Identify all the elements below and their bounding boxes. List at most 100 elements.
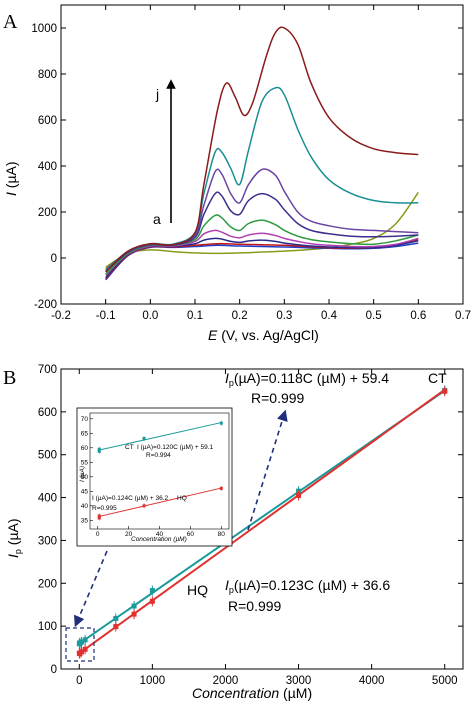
inset-x-tick-label: 0: [96, 531, 100, 538]
data-point-hq: [296, 492, 302, 498]
inset-data-point-hq: [97, 516, 101, 520]
panel-b-y-tick-label: 0: [51, 664, 57, 676]
inset-x-tick-label: 60: [187, 531, 195, 538]
data-point-ct: [131, 603, 137, 609]
cv-curve: [105, 242, 419, 281]
inset-x-axis-label: Concentration (µM): [131, 536, 187, 543]
inset-background: [76, 407, 233, 547]
inset-ct-equation: I (µA)=0.120C (µM) + 59.1: [137, 444, 214, 451]
inset-y-ticks: 35 40 45 50 55 60 65 70: [81, 416, 93, 524]
panel-b-y-tick-label: 300: [38, 535, 57, 547]
inset-ct-r: R=0.994: [146, 452, 171, 459]
panel-a-x-tick-label: 0.3: [276, 310, 292, 322]
panel-a-x-tick-label: 0.4: [321, 310, 338, 322]
panel-b-x-tick-label: 5000: [432, 675, 458, 687]
panel-a-x-tick-label: -0.2: [51, 310, 71, 322]
inset-y-tick-label: 65: [81, 430, 89, 437]
panel-a-frame: [60, 4, 464, 305]
inset-y-tick-label: 60: [81, 445, 89, 452]
inset-x-tick-label: 40: [156, 531, 164, 538]
panel-b-x-tick-label: 0: [76, 675, 82, 687]
ct-series-name: CT: [428, 370, 447, 386]
panel-b-x-tick-label: 1000: [140, 675, 166, 687]
panel-a-y-tick-label: 800: [38, 69, 57, 81]
cv-curve: [105, 191, 419, 273]
hq-series-name: HQ: [187, 582, 208, 598]
panel-a-x-tick-label: -0.1: [96, 310, 116, 322]
panel-a-x-tick-label: 0.6: [410, 310, 426, 322]
inset-y-tick-label: 40: [81, 503, 89, 510]
data-point-ct: [78, 639, 84, 645]
data-point-hq: [82, 646, 88, 652]
data-point-hq: [78, 649, 84, 655]
panel-a-x-tick-label: 0.0: [142, 310, 158, 322]
inset-y-axis-label: I (µA): [79, 466, 86, 482]
panel-a-curves: [105, 26, 419, 281]
panel-a-y-tick-label: 200: [38, 207, 57, 219]
panel-a-y-tick-label: 1000: [31, 23, 57, 35]
inset-data-point-hq: [142, 504, 146, 508]
fit-line-hq: [78, 388, 446, 655]
zoom-region-box: [65, 627, 95, 662]
panel-a-x-axis-label: E (V, vs. Ag/AgCl): [208, 327, 319, 343]
panel-b-label: B: [3, 367, 16, 389]
inset-fit-line-hq: [97, 487, 222, 518]
data-point-hq: [113, 624, 119, 630]
inset-y-tick-label: 55: [81, 459, 89, 466]
panel-b-y-tick-label: 500: [38, 450, 57, 462]
panel-a-y-tick-label: 400: [38, 161, 57, 173]
inset-hq-name: HQ: [177, 495, 187, 502]
curve-label-bottom: a: [153, 211, 161, 227]
panel-a-x-tick-label: 0.7: [455, 310, 471, 322]
panel-b-y-tick-label: 400: [38, 493, 57, 505]
panel-a-label: A: [3, 11, 18, 33]
panel-a-x-tick-label: 0.5: [366, 310, 382, 322]
panel-b-x-tick-label: 4000: [359, 675, 385, 687]
hq-r-value: R=0.999: [228, 598, 282, 614]
panel-b-series: [76, 385, 448, 659]
panel-b-x-ticks: 0 1000 2000 3000 4000 5000: [76, 369, 458, 687]
data-point-ct: [149, 588, 155, 594]
inset-y-tick-label: 70: [81, 416, 89, 423]
inset-x-tick-label: 20: [125, 531, 133, 538]
panel-a-x-tick-label: 0.2: [232, 310, 248, 322]
inset-y-tick-label: 35: [81, 517, 89, 524]
ct-label-arrow: [247, 409, 288, 531]
panel-b-x-tick-label: 3000: [286, 675, 312, 687]
panel-a-y-tick-label: 600: [38, 115, 57, 127]
panel-a-y-ticks: -200 0 200 400 600 800 1000: [31, 23, 463, 311]
inset-y-tick-label: 45: [81, 488, 89, 495]
inset-ct-name: CT: [125, 444, 134, 451]
panel-a-y-tick-label: -200: [34, 299, 57, 311]
panel-b-y-tick-label: 200: [38, 578, 57, 590]
inset-x-ticks: 0 20 40 60 80: [96, 526, 225, 538]
data-point-hq: [149, 598, 155, 604]
inset-data-point-ct: [219, 421, 223, 425]
cv-curve: [105, 229, 419, 276]
cv-curve: [105, 26, 419, 273]
panel-b-x-axis-label: Concentration (µM): [192, 685, 312, 701]
data-point-hq: [131, 611, 137, 617]
ct-equation: Ip(µA)=0.118C (µM) + 59.4: [225, 370, 389, 388]
panel-b-y-tick-label: 600: [38, 407, 57, 419]
inset-fit-line-ct: [97, 422, 222, 451]
curve-label-top: j: [155, 86, 159, 102]
inset-y-tick-label: 50: [81, 474, 89, 481]
ct-r-value: R=0.999: [251, 390, 305, 406]
panel-b-y-tick-label: 700: [38, 364, 57, 376]
panel-b-x-tick-label: 2000: [213, 675, 239, 687]
data-point-hq: [442, 388, 448, 394]
inset-hq-equation: I (µA)=0.124C (µM) + 36.2: [92, 495, 169, 502]
inset-series: [97, 420, 223, 521]
panel-b-y-tick-label: 100: [38, 621, 57, 633]
panel-a-x-tick-label: 0.1: [187, 310, 203, 322]
cv-curve: [105, 191, 419, 268]
inset-data-point-ct: [97, 449, 101, 453]
panel-b-frame: [60, 368, 464, 670]
data-point-ct: [82, 637, 88, 643]
panel-a-y-tick-label: 0: [51, 253, 57, 265]
inset-x-tick-label: 80: [218, 531, 226, 538]
panel-a-x-ticks: -0.2 -0.1 0.0 0.1 0.2 0.3 0.4 0.5 0.6 0.7: [51, 5, 471, 322]
